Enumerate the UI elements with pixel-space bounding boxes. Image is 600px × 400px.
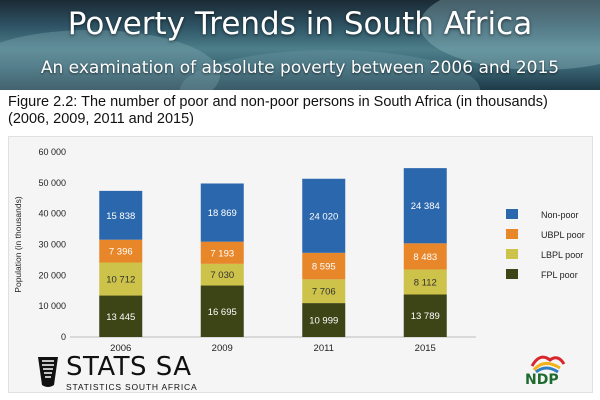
bar-data-label: 24 384 xyxy=(411,201,440,212)
legend-swatch xyxy=(506,249,518,259)
banner: Poverty Trends in South Africa An examin… xyxy=(0,0,600,90)
legend-swatch xyxy=(506,209,518,219)
x-tick-label: 2015 xyxy=(415,343,436,354)
bar-segment xyxy=(403,269,447,295)
x-tick-label: 2011 xyxy=(314,343,334,354)
ndp-text: NDP xyxy=(525,372,559,388)
bar-data-label: 7 030 xyxy=(210,270,234,281)
stats-sa-logo: STATS SA STATISTICS SOUTH AFRICA xyxy=(30,352,230,396)
legend-swatch xyxy=(506,269,518,279)
bar-segment xyxy=(302,252,346,280)
chart-legend: Non-poor UBPL poor LBPL poor FPL poor xyxy=(506,209,585,280)
y-tick-label: 30 000 xyxy=(38,240,66,250)
x-tick-label: 2006 xyxy=(110,343,131,354)
bar-data-label: 15 838 xyxy=(106,211,135,222)
bar-data-label: 16 695 xyxy=(208,307,237,318)
legend-label: FPL poor xyxy=(541,270,578,280)
legend-label: LBPL poor xyxy=(541,250,583,260)
banner-subtitle: An examination of absolute poverty betwe… xyxy=(40,58,560,78)
y-axis-label: Population (in thousands) xyxy=(13,196,23,293)
bar-data-label: 8 112 xyxy=(414,277,437,288)
legend-swatch xyxy=(506,229,518,239)
bar-segment xyxy=(99,239,143,263)
bar-segment xyxy=(403,243,447,270)
bar-segment xyxy=(200,285,244,337)
bar-segment xyxy=(99,262,143,296)
bar-data-label: 8 595 xyxy=(312,262,336,273)
bar-segment xyxy=(99,295,143,337)
y-tick-label: 60 000 xyxy=(38,147,66,157)
figure-title: Figure 2.2: The number of poor and non-p… xyxy=(8,94,548,127)
y-tick-label: 0 xyxy=(61,332,66,342)
bar-segment xyxy=(99,190,143,240)
bar-data-label: 18 869 xyxy=(208,208,237,219)
bar-segment xyxy=(200,183,244,242)
banner-title: Poverty Trends in South Africa xyxy=(67,6,533,42)
bar-segment xyxy=(403,294,447,337)
bar-segment xyxy=(302,279,346,304)
stats-sa-emblem-icon xyxy=(38,357,58,387)
bar-segment xyxy=(200,263,244,286)
bar-data-label: 13 789 xyxy=(411,311,440,322)
chart-bar-labels: 13 445 10 712 7 396 15 838 16 695 7 030 7 193 1… xyxy=(106,201,440,326)
bar-data-label: 13 445 xyxy=(106,312,135,323)
x-tick-label: 2009 xyxy=(212,343,233,354)
bar-segment xyxy=(302,303,346,337)
bar-segment xyxy=(302,178,346,253)
legend-label: UBPL poor xyxy=(541,230,585,240)
bar-data-label: 10 999 xyxy=(309,316,338,327)
bar-data-label: 7 706 xyxy=(312,287,336,298)
bar-data-label: 7 396 xyxy=(109,247,133,258)
bar-data-label: 10 712 xyxy=(106,275,135,286)
chart-bars xyxy=(99,168,447,337)
y-tick-label: 40 000 xyxy=(38,209,66,219)
bar-segment xyxy=(403,168,447,244)
ndp-emblem-icon xyxy=(530,355,566,374)
chart-axes: 0 10 000 20 000 30 000 40 000 50 000 60 000 Pop… xyxy=(13,147,476,354)
bar-segment xyxy=(200,241,244,264)
legend-label: Non-poor xyxy=(541,210,579,220)
bar-data-label: 8 483 xyxy=(413,252,437,263)
bar-data-label: 24 020 xyxy=(309,211,338,222)
bar-data-label: 7 193 xyxy=(210,248,234,259)
y-tick-label: 10 000 xyxy=(38,301,66,311)
ndp-logo: NDP xyxy=(520,352,576,392)
y-tick-label: 50 000 xyxy=(38,178,66,188)
logo-subtitle: STATISTICS SOUTH AFRICA xyxy=(66,382,198,392)
logo-name: STATS SA xyxy=(66,352,192,382)
y-tick-label: 20 000 xyxy=(38,270,66,280)
